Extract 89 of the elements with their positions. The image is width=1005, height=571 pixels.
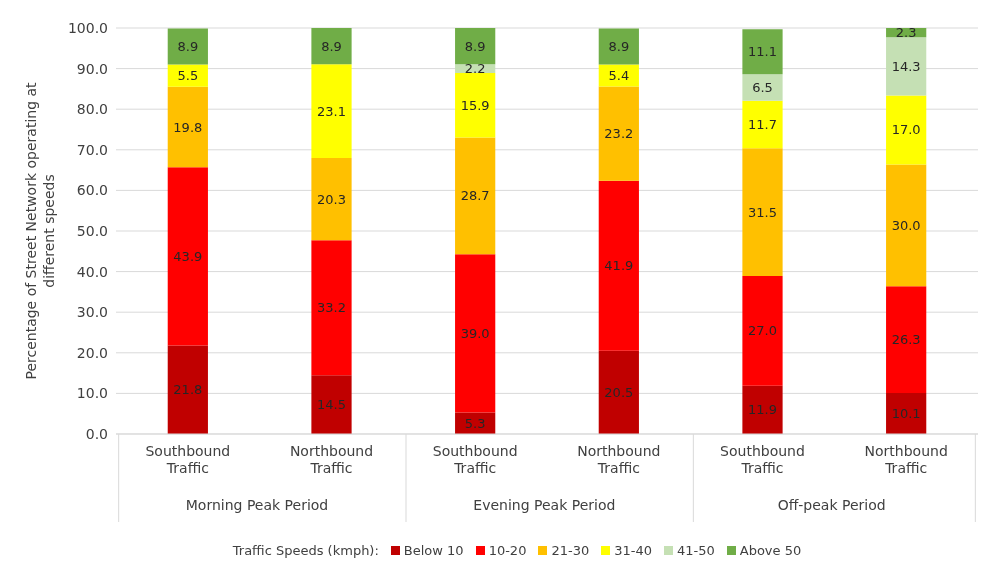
x-tick-label: Northbound Traffic — [289, 443, 374, 476]
data-label: 31.5 — [748, 204, 777, 220]
bar — [598, 350, 639, 434]
legend-label: 31-40 — [614, 543, 652, 558]
y-tick-label: 70.0 — [76, 141, 108, 158]
y-tick-label: 20.0 — [76, 344, 108, 361]
x-tick-label: Northbound Traffic — [864, 443, 948, 476]
bar — [742, 148, 783, 277]
y-axis-title: Percentage of Street Network operating at different speeds — [23, 81, 57, 380]
bar — [311, 240, 352, 376]
data-label: 19.8 — [173, 119, 203, 135]
bar — [167, 86, 208, 168]
data-label: 17.0 — [891, 122, 921, 138]
data-label: 27.0 — [748, 323, 777, 339]
bar — [167, 167, 208, 346]
y-tick-label: 80.0 — [76, 101, 108, 118]
bar — [311, 375, 352, 434]
data-label: 5.4 — [608, 68, 630, 83]
bar — [598, 28, 639, 65]
data-label: 8.9 — [608, 38, 630, 54]
data-label: 8.9 — [177, 38, 199, 54]
bar — [742, 276, 783, 386]
text: Off-peak Period — [777, 497, 886, 513]
data-label: 30.0 — [891, 217, 921, 233]
data-label: 39.0 — [460, 325, 490, 341]
bar — [886, 95, 927, 165]
data-label: 5.3 — [464, 415, 486, 431]
data-label: 11.1 — [748, 44, 777, 60]
y-tick-label: 10.0 — [76, 385, 108, 402]
y-tick-label: 90.0 — [76, 60, 108, 77]
data-label: 41.9 — [604, 258, 634, 274]
y-tick-label: 60.0 — [76, 182, 108, 199]
data-label: 23.2 — [604, 126, 634, 142]
data-label: 11.9 — [748, 402, 777, 418]
bar — [886, 392, 927, 434]
data-label: 20.3 — [317, 191, 346, 207]
text: Morning Peak Period — [185, 497, 329, 513]
bar — [598, 180, 639, 351]
bar — [742, 74, 783, 101]
data-label: 2.3 — [895, 25, 917, 41]
y-tick-label: 30.0 — [76, 304, 108, 321]
data-label: 8.9 — [464, 38, 486, 54]
legend-label: 41-50 — [676, 543, 715, 558]
bar — [886, 286, 927, 393]
data-label: 14.3 — [891, 58, 921, 74]
data-label: 5.5 — [177, 68, 199, 84]
legend-label: Below 10 — [403, 543, 464, 558]
data-label: 14.5 — [317, 397, 346, 413]
text: Evening Peak Period — [473, 497, 616, 513]
data-label: 20.5 — [604, 384, 634, 400]
bar — [886, 37, 927, 96]
legend-label: 21-30 — [551, 543, 590, 558]
legend-title: Traffic Speeds (kmph): — [232, 543, 379, 558]
x-tick-label: Southbound Traffic — [432, 443, 518, 476]
y-tick-label: 100.0 — [67, 19, 108, 36]
data-label: 15.9 — [460, 97, 490, 113]
x-tick-label: Southbound Traffic — [145, 443, 231, 476]
legend-label: 10-20 — [488, 543, 527, 558]
data-label: 8.9 — [321, 38, 342, 54]
bar — [598, 86, 639, 181]
data-label: 2.2 — [464, 61, 486, 77]
bar — [167, 28, 208, 65]
bar — [742, 100, 783, 149]
data-label: 11.7 — [748, 116, 777, 132]
bar — [742, 29, 783, 75]
data-label: 23.1 — [317, 103, 346, 119]
bar — [311, 28, 352, 65]
data-label: 33.2 — [317, 300, 346, 316]
bar — [311, 64, 352, 158]
bar — [455, 73, 496, 138]
data-label: 43.9 — [173, 248, 203, 264]
bar — [167, 345, 208, 434]
y-tick-label: 0.0 — [85, 425, 108, 442]
bar — [311, 157, 352, 241]
bar — [742, 385, 783, 434]
bar — [455, 254, 496, 413]
bar — [455, 28, 496, 65]
y-tick-label: 50.0 — [76, 222, 108, 239]
bar — [455, 137, 496, 255]
data-label: 10.1 — [891, 406, 921, 421]
x-tick-label: Southbound Traffic — [720, 443, 805, 476]
x-tick-label: Northbound Traffic — [577, 443, 661, 476]
y-tick-label: 40.0 — [76, 263, 108, 280]
legend-label: Above 50 — [739, 543, 802, 558]
data-label: 26.3 — [891, 332, 921, 348]
data-label: 21.8 — [173, 382, 203, 398]
bar — [886, 164, 927, 287]
data-label: 6.5 — [752, 79, 773, 95]
data-label: 28.7 — [460, 188, 490, 204]
